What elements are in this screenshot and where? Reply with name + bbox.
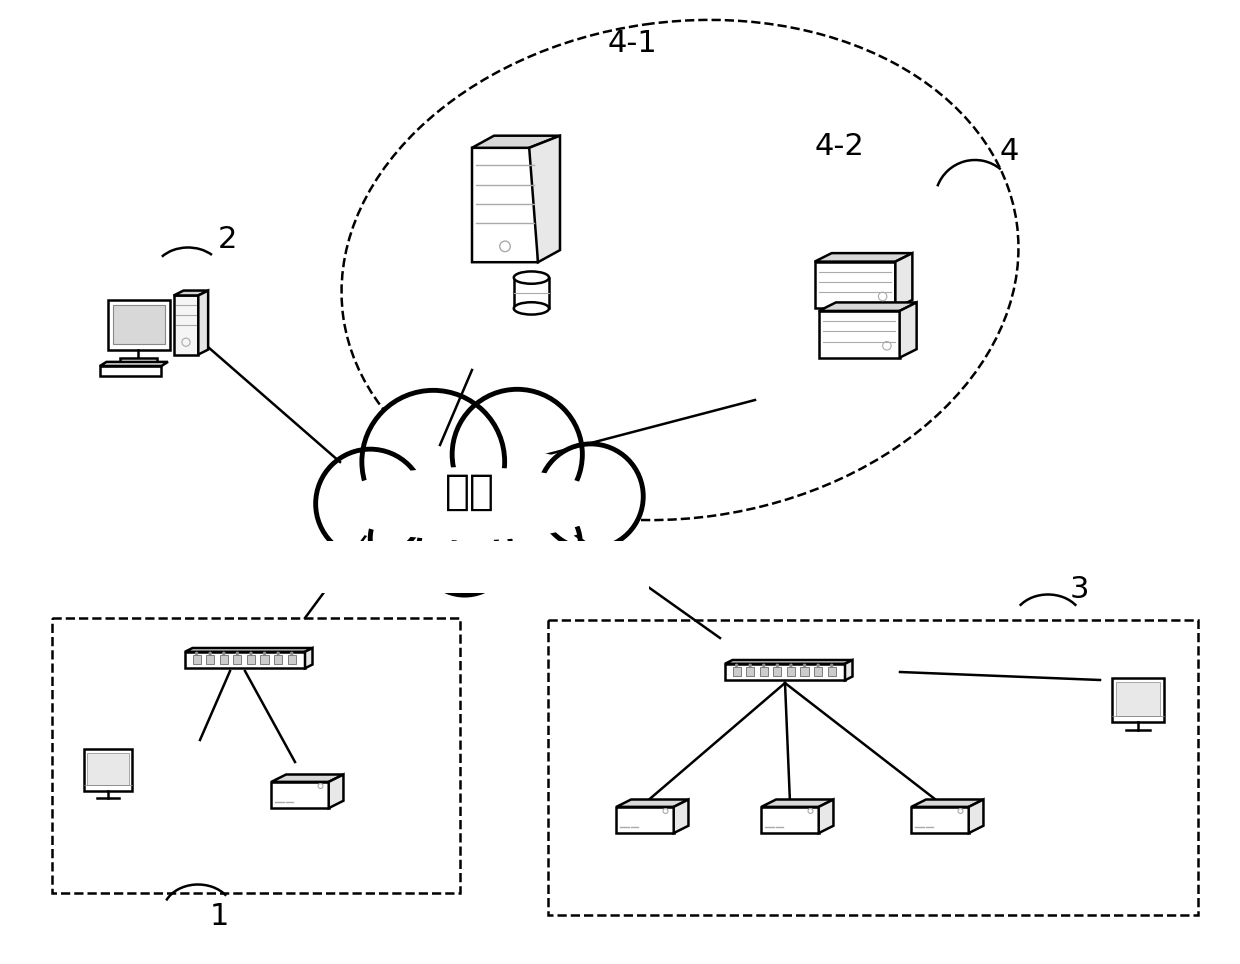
- Bar: [725, 664, 844, 681]
- Bar: [746, 667, 754, 676]
- Polygon shape: [616, 799, 688, 807]
- Bar: [288, 656, 296, 664]
- Circle shape: [804, 664, 806, 666]
- Circle shape: [790, 664, 792, 666]
- Circle shape: [749, 664, 751, 666]
- Bar: [291, 541, 649, 593]
- Polygon shape: [911, 807, 968, 833]
- Polygon shape: [818, 799, 833, 833]
- Polygon shape: [329, 774, 343, 808]
- Polygon shape: [272, 782, 329, 808]
- Circle shape: [763, 664, 765, 666]
- Bar: [774, 667, 781, 676]
- Polygon shape: [174, 296, 198, 355]
- Bar: [1116, 682, 1159, 716]
- Circle shape: [776, 664, 779, 666]
- Bar: [513, 278, 549, 308]
- Polygon shape: [844, 660, 853, 681]
- Bar: [274, 656, 283, 664]
- Polygon shape: [968, 799, 983, 833]
- Bar: [108, 301, 170, 350]
- Polygon shape: [815, 261, 895, 308]
- Polygon shape: [761, 807, 818, 833]
- Ellipse shape: [322, 446, 618, 551]
- Polygon shape: [818, 303, 916, 311]
- Polygon shape: [725, 660, 853, 664]
- Bar: [185, 652, 305, 668]
- Bar: [100, 366, 161, 376]
- Bar: [233, 656, 242, 664]
- Bar: [787, 667, 795, 676]
- Bar: [733, 667, 740, 676]
- Text: 3: 3: [1070, 575, 1090, 604]
- Bar: [827, 667, 836, 676]
- Bar: [260, 656, 269, 664]
- Bar: [83, 749, 133, 790]
- Circle shape: [223, 653, 224, 655]
- Circle shape: [371, 496, 454, 580]
- Bar: [815, 667, 822, 676]
- Text: 2: 2: [218, 225, 237, 254]
- Polygon shape: [305, 648, 312, 668]
- Text: 1: 1: [210, 902, 229, 931]
- Circle shape: [538, 443, 644, 549]
- Ellipse shape: [334, 467, 606, 541]
- Bar: [219, 656, 228, 664]
- Polygon shape: [198, 290, 208, 355]
- Bar: [113, 305, 165, 344]
- Text: 4-2: 4-2: [815, 132, 864, 161]
- Bar: [247, 656, 255, 664]
- Polygon shape: [673, 799, 688, 833]
- Circle shape: [237, 653, 238, 655]
- Circle shape: [196, 653, 197, 655]
- Bar: [801, 667, 808, 676]
- Circle shape: [362, 390, 505, 533]
- Circle shape: [290, 653, 293, 655]
- Polygon shape: [818, 311, 900, 358]
- Polygon shape: [472, 147, 538, 262]
- Polygon shape: [272, 774, 343, 782]
- Bar: [760, 667, 768, 676]
- Polygon shape: [911, 799, 983, 807]
- Polygon shape: [895, 254, 913, 308]
- Circle shape: [263, 653, 265, 655]
- Circle shape: [735, 664, 738, 666]
- Polygon shape: [472, 136, 560, 147]
- Polygon shape: [529, 136, 560, 262]
- Circle shape: [817, 664, 820, 666]
- Bar: [87, 753, 129, 786]
- Polygon shape: [185, 648, 312, 652]
- Circle shape: [453, 389, 583, 520]
- Bar: [120, 358, 157, 364]
- Text: 4: 4: [999, 137, 1019, 166]
- Polygon shape: [761, 799, 833, 807]
- Text: 网络: 网络: [445, 471, 495, 513]
- Bar: [548, 620, 1198, 915]
- Bar: [1112, 678, 1164, 722]
- Ellipse shape: [513, 272, 549, 283]
- Bar: [206, 656, 215, 664]
- Circle shape: [831, 664, 833, 666]
- Text: 4-1: 4-1: [608, 29, 657, 58]
- Bar: [192, 656, 201, 664]
- Circle shape: [316, 449, 425, 558]
- Polygon shape: [900, 303, 916, 358]
- Polygon shape: [616, 807, 673, 833]
- Polygon shape: [174, 290, 208, 296]
- Circle shape: [496, 500, 580, 584]
- Circle shape: [277, 653, 279, 655]
- Bar: [52, 618, 460, 893]
- Polygon shape: [815, 254, 913, 261]
- Polygon shape: [100, 362, 167, 366]
- Circle shape: [419, 502, 511, 595]
- Circle shape: [249, 653, 252, 655]
- Ellipse shape: [513, 303, 549, 314]
- Circle shape: [210, 653, 211, 655]
